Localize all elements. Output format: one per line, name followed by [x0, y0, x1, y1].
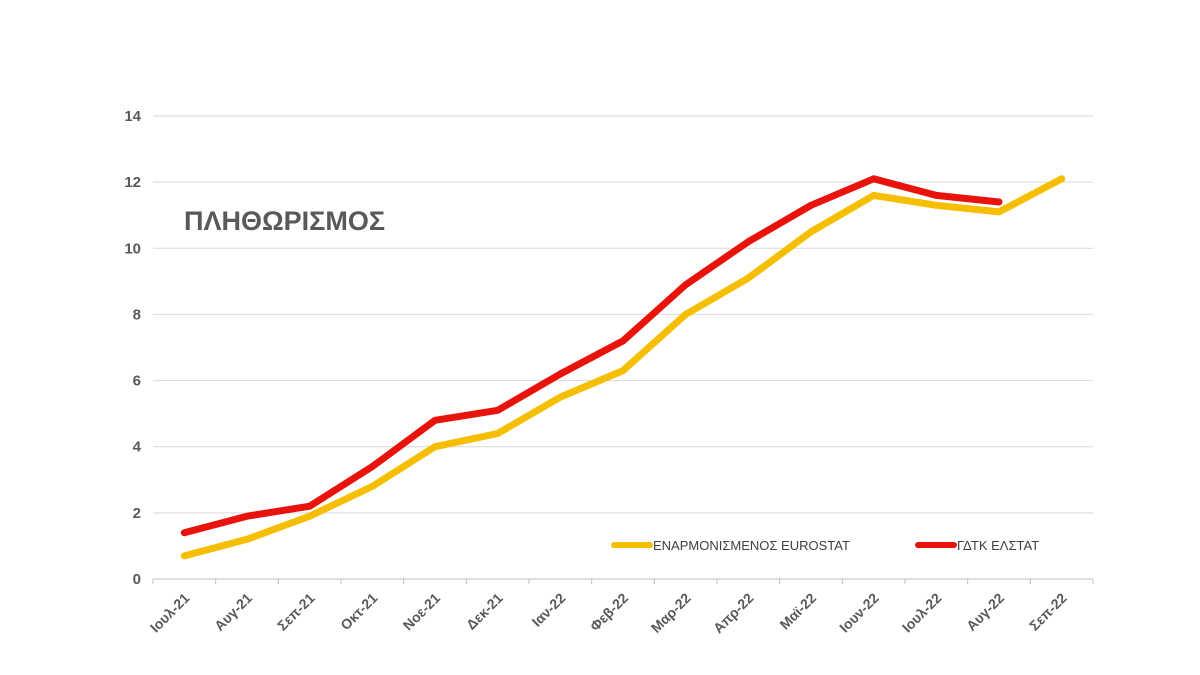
x-tick-label: Μαρ-22 [648, 590, 694, 636]
legend-label-eurostat: ΕΝΑΡΜΟΝΙΣΜΕΝΟΣ EUROSTAT [653, 538, 850, 553]
series-lines [180, 175, 1066, 560]
x-tick-label: Απρ-22 [710, 590, 757, 637]
x-tick-label: Ιαν-22 [528, 590, 568, 630]
y-tick-label: 6 [133, 373, 141, 390]
y-tick-label: 10 [124, 240, 141, 257]
y-tick-label: 2 [133, 505, 141, 522]
series-line-elstat [180, 175, 1003, 537]
x-tick-label: Ιουλ-21 [147, 590, 193, 636]
y-tick-label: 12 [124, 174, 141, 191]
x-tick-label: Ιουλ-22 [899, 590, 945, 636]
y-tick-label: 8 [133, 306, 141, 323]
x-tick-label: Αυγ-22 [963, 590, 1007, 634]
series-line-eurostat [180, 175, 1066, 560]
x-tick-label: Οκτ-21 [337, 590, 380, 633]
y-tick-label: 4 [133, 439, 142, 456]
y-tick-label: 0 [133, 571, 141, 588]
legend-label-elstat: ΓΔΤΚ ΕΛΣΤΑΤ [957, 538, 1039, 553]
y-axis-ticks: 0 2 4 6 8 10 12 14 [124, 108, 141, 588]
y-tick-label: 14 [124, 108, 141, 125]
x-tick-label: Σεπ-22 [1026, 590, 1070, 634]
x-tick-label: Αυγ-21 [211, 590, 255, 634]
x-tick-label: Σεπ-21 [274, 590, 318, 634]
chart-title: ΠΛΗΘΩΡΙΣΜΟΣ [184, 206, 385, 236]
x-axis-ticks: Ιουλ-21 Αυγ-21 Σεπ-21 Οκτ-21 Νοε-21 Δεκ-21 Ιαν… [147, 579, 1094, 637]
x-tick-label: Ιουν-22 [836, 590, 882, 636]
x-tick-label: Νοε-21 [400, 590, 444, 634]
gridlines [153, 115, 1093, 514]
legend: ΕΝΑΡΜΟΝΙΣΜΕΝΟΣ EUROSTAT ΓΔΤΚ ΕΛΣΤΑΤ [611, 538, 1039, 553]
x-tick-label: Δεκ-21 [463, 590, 506, 633]
x-tick-label: Μαϊ-22 [776, 590, 819, 633]
x-tick-label: Φεβ-22 [587, 590, 632, 635]
